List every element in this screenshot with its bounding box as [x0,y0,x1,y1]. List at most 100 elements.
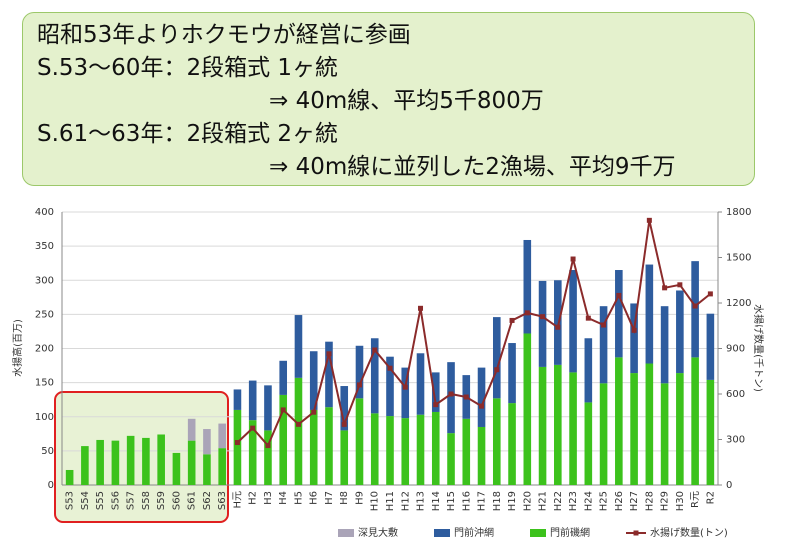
x-tick-label: H11 [385,491,396,511]
x-tick-label: H28 [644,491,655,511]
bar-segment [523,239,532,334]
bar-segment [264,430,272,485]
x-tick-label: H元 [232,491,243,509]
x-tick-label: H19 [507,491,518,511]
line-marker [540,314,546,320]
bar-segment [355,398,364,485]
y-axis-label: 水揚高(百万) [11,319,24,377]
x-tick-label: H25 [599,491,610,511]
bar-segment [660,383,669,485]
legend-swatch [530,529,546,537]
y2-axis-label: 水揚げ数量(千トン) [752,304,765,392]
bar-segment [523,333,532,485]
bar-segment [416,353,425,415]
x-tick-label: S58 [141,491,152,510]
bar-segment [325,341,333,408]
y-tick-label: 250 [35,309,54,320]
line-marker [387,365,393,371]
bar-segment [65,469,74,485]
bar-segment [203,454,211,485]
legend-label: 門前磯網 [550,526,590,539]
line-marker [433,402,439,408]
bar-segment [370,413,379,485]
bar-segment [172,452,181,485]
bar-segment [660,306,669,384]
x-tick-label: H21 [538,491,549,511]
bar-segment [386,356,394,417]
bar-segment [325,407,333,485]
line-marker [280,407,286,413]
bar-segment [96,439,104,485]
x-tick-label: H20 [522,491,533,511]
bar-segment [126,435,135,485]
bar-segment [279,360,288,395]
bar-segment [401,418,410,485]
x-tick-label: H3 [263,491,274,505]
x-tick-label: H15 [446,491,457,511]
bar-segment [599,383,608,485]
x-tick-label: H5 [293,491,304,505]
x-tick-label: H4 [278,491,289,505]
x-tick-label: S56 [110,491,121,510]
bar-segment [416,414,425,485]
x-tick-label: H7 [324,491,335,505]
bar-segment [462,418,471,485]
note-line: S.61～63年：2段箱式 2ヶ統 [37,121,339,147]
bar-segment [584,338,593,403]
y2-tick-label: 900 [726,344,745,355]
bar-segment [111,440,120,485]
bar-segment [615,270,623,358]
bar-segment [309,351,318,410]
bar-segment [401,367,410,419]
note-line: ⇒ 40m線、平均5千800万 [269,88,544,114]
bar-segment [645,363,654,485]
bar-segment [584,402,593,485]
line-marker [341,421,347,427]
note-line: 昭和53年よりホクモウが経営に参画 [37,22,411,48]
x-tick-label: S53 [65,491,76,510]
bar-segment [477,367,486,427]
bar-segment [431,372,440,412]
legend-label: 門前沖網 [454,526,494,539]
line-marker [677,282,683,288]
bar-segment [538,280,547,367]
y-tick-label: 150 [35,378,54,389]
bar-segment [492,398,501,485]
bar-segment [447,433,455,485]
x-tick-label: H13 [416,491,427,511]
bar-segment [508,403,516,485]
x-tick-label: H17 [477,491,488,511]
line-marker [555,324,561,330]
bar-segment [218,448,226,485]
bar-segment [233,409,242,485]
bar-segment [431,411,440,485]
x-tick-label: H8 [339,491,350,505]
bar-segment [187,418,196,441]
line [236,220,711,448]
bar-segment [676,373,684,485]
line-marker [601,322,607,328]
bar-segment [554,280,562,365]
y-tick-label: 0 [48,480,54,491]
y2-tick-label: 0 [726,480,732,491]
legend-swatch [633,530,639,536]
y2-tick-label: 300 [726,435,745,446]
bar-segment [340,386,349,431]
line-marker [311,409,317,415]
x-tick-label: S60 [171,491,182,510]
note-line: S.53～60年：2段箱式 1ヶ統 [37,55,339,81]
bar-segment [630,303,638,374]
y2-tick-label: 1200 [726,298,751,309]
line-marker [494,367,500,373]
bar-segment [569,270,577,373]
x-tick-label: H18 [492,491,503,511]
bar-segment [294,377,303,485]
bar-segment [187,440,196,485]
x-tick-label: H26 [614,491,625,511]
bar-segment [615,357,623,485]
x-tick-label: H22 [553,491,564,511]
bar-segment [370,338,379,414]
bar-segment [706,379,715,485]
